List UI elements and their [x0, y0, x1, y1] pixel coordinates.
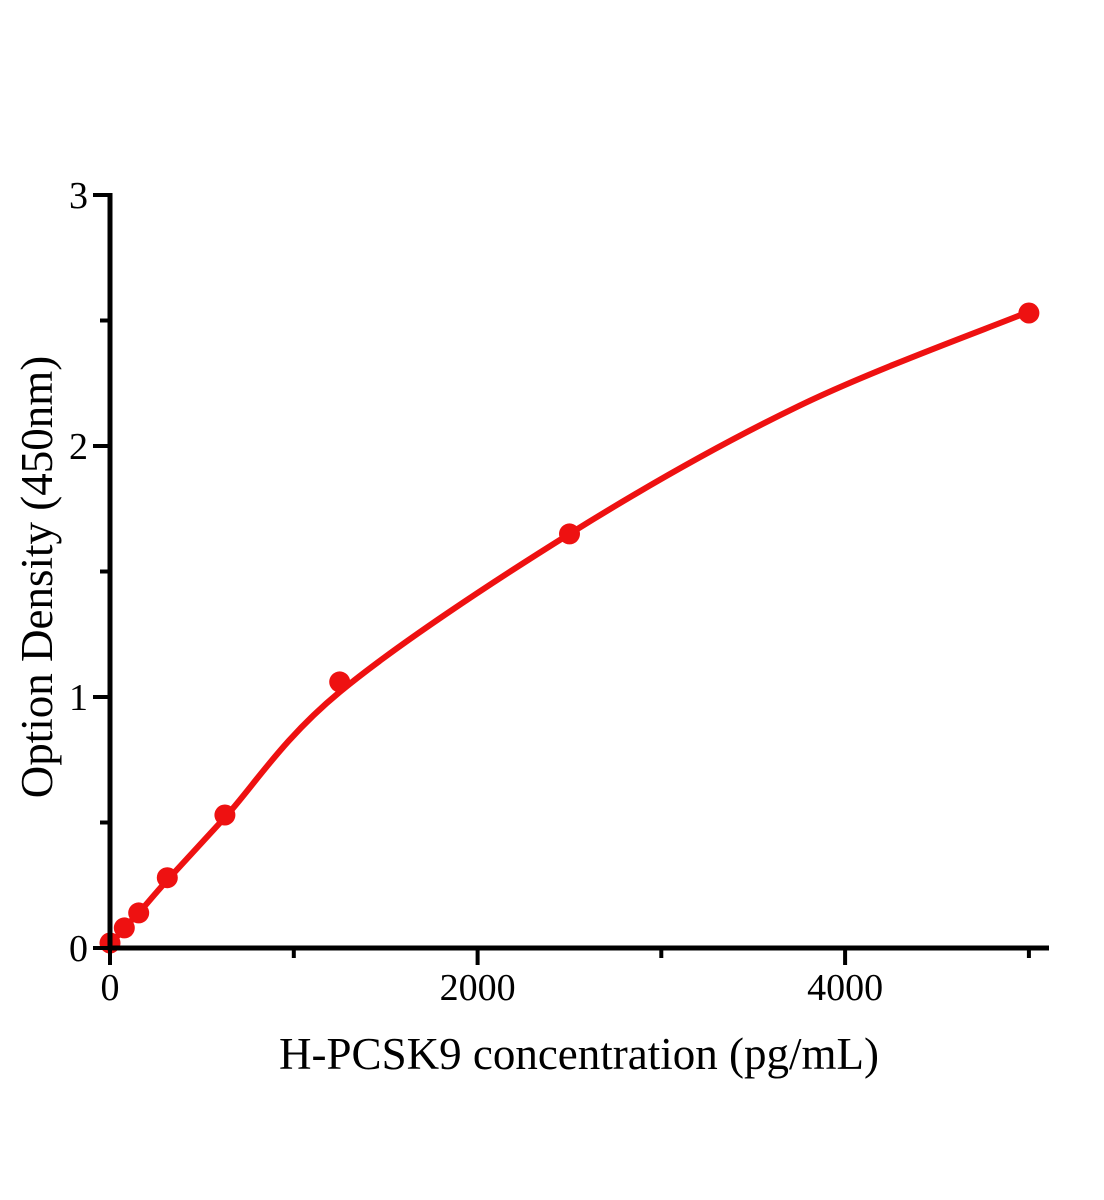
data-point — [329, 671, 351, 693]
y-axis-title: Option Density (450nm) — [12, 356, 62, 798]
data-point — [128, 902, 150, 924]
data-point — [559, 523, 580, 545]
y-tick-label: 1 — [69, 677, 88, 719]
x-tick-label: 0 — [101, 967, 120, 1009]
axis-layer: 0 2000 4000 0 1 2 3 — [69, 175, 1049, 1009]
y-tick-label: 3 — [69, 175, 88, 217]
data-point — [156, 867, 178, 889]
y-tick-label: 0 — [69, 928, 88, 970]
data-layer — [99, 302, 1040, 954]
x-axis-title: H-PCSK9 concentration (pg/mL) — [279, 1029, 879, 1079]
y-tick-label: 2 — [69, 426, 88, 468]
data-point — [1018, 302, 1040, 324]
data-point — [113, 917, 135, 939]
data-point — [214, 804, 236, 826]
x-tick-label: 2000 — [440, 967, 516, 1009]
fit-curve — [107, 308, 1032, 949]
x-tick-label: 4000 — [807, 967, 883, 1009]
